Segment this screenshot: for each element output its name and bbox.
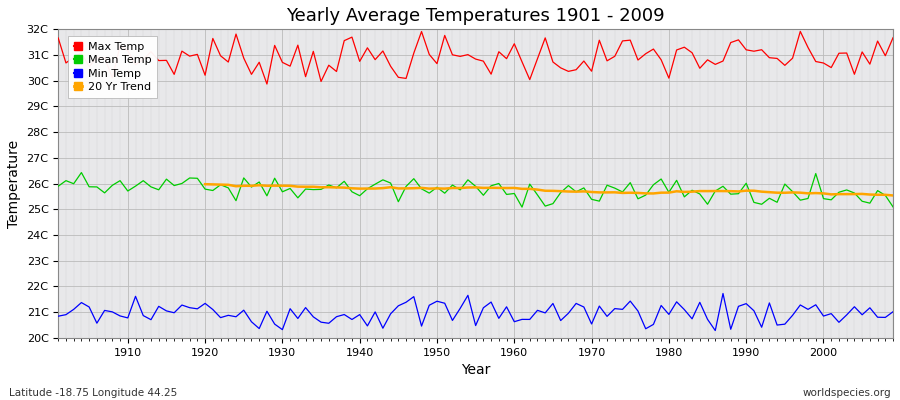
X-axis label: Year: Year bbox=[461, 363, 491, 377]
Y-axis label: Temperature: Temperature bbox=[7, 140, 21, 228]
Legend: Max Temp, Mean Temp, Min Temp, 20 Yr Trend: Max Temp, Mean Temp, Min Temp, 20 Yr Tre… bbox=[68, 36, 158, 98]
Text: worldspecies.org: worldspecies.org bbox=[803, 388, 891, 398]
Text: Latitude -18.75 Longitude 44.25: Latitude -18.75 Longitude 44.25 bbox=[9, 388, 177, 398]
Title: Yearly Average Temperatures 1901 - 2009: Yearly Average Temperatures 1901 - 2009 bbox=[286, 7, 665, 25]
